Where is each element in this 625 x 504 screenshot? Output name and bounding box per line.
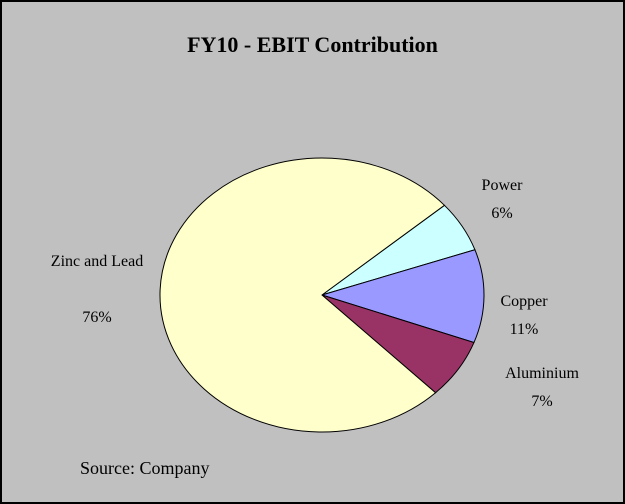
slice-label: Zinc and Lead bbox=[50, 253, 144, 270]
slice-label: Copper bbox=[500, 293, 548, 310]
slice-value-label: 6% bbox=[491, 205, 513, 222]
slice-value-label: 7% bbox=[531, 393, 553, 410]
slice-value-label: 11% bbox=[509, 321, 539, 338]
slice-label: Aluminium bbox=[505, 365, 579, 382]
chart-title: FY10 - EBIT Contribution bbox=[187, 32, 438, 57]
source-note: Source: Company bbox=[80, 458, 210, 478]
slice-value-label: 76% bbox=[82, 309, 112, 326]
pie-slice bbox=[320, 249, 485, 344]
slice-label: Power bbox=[481, 177, 523, 194]
pie-slice bbox=[159, 157, 446, 433]
